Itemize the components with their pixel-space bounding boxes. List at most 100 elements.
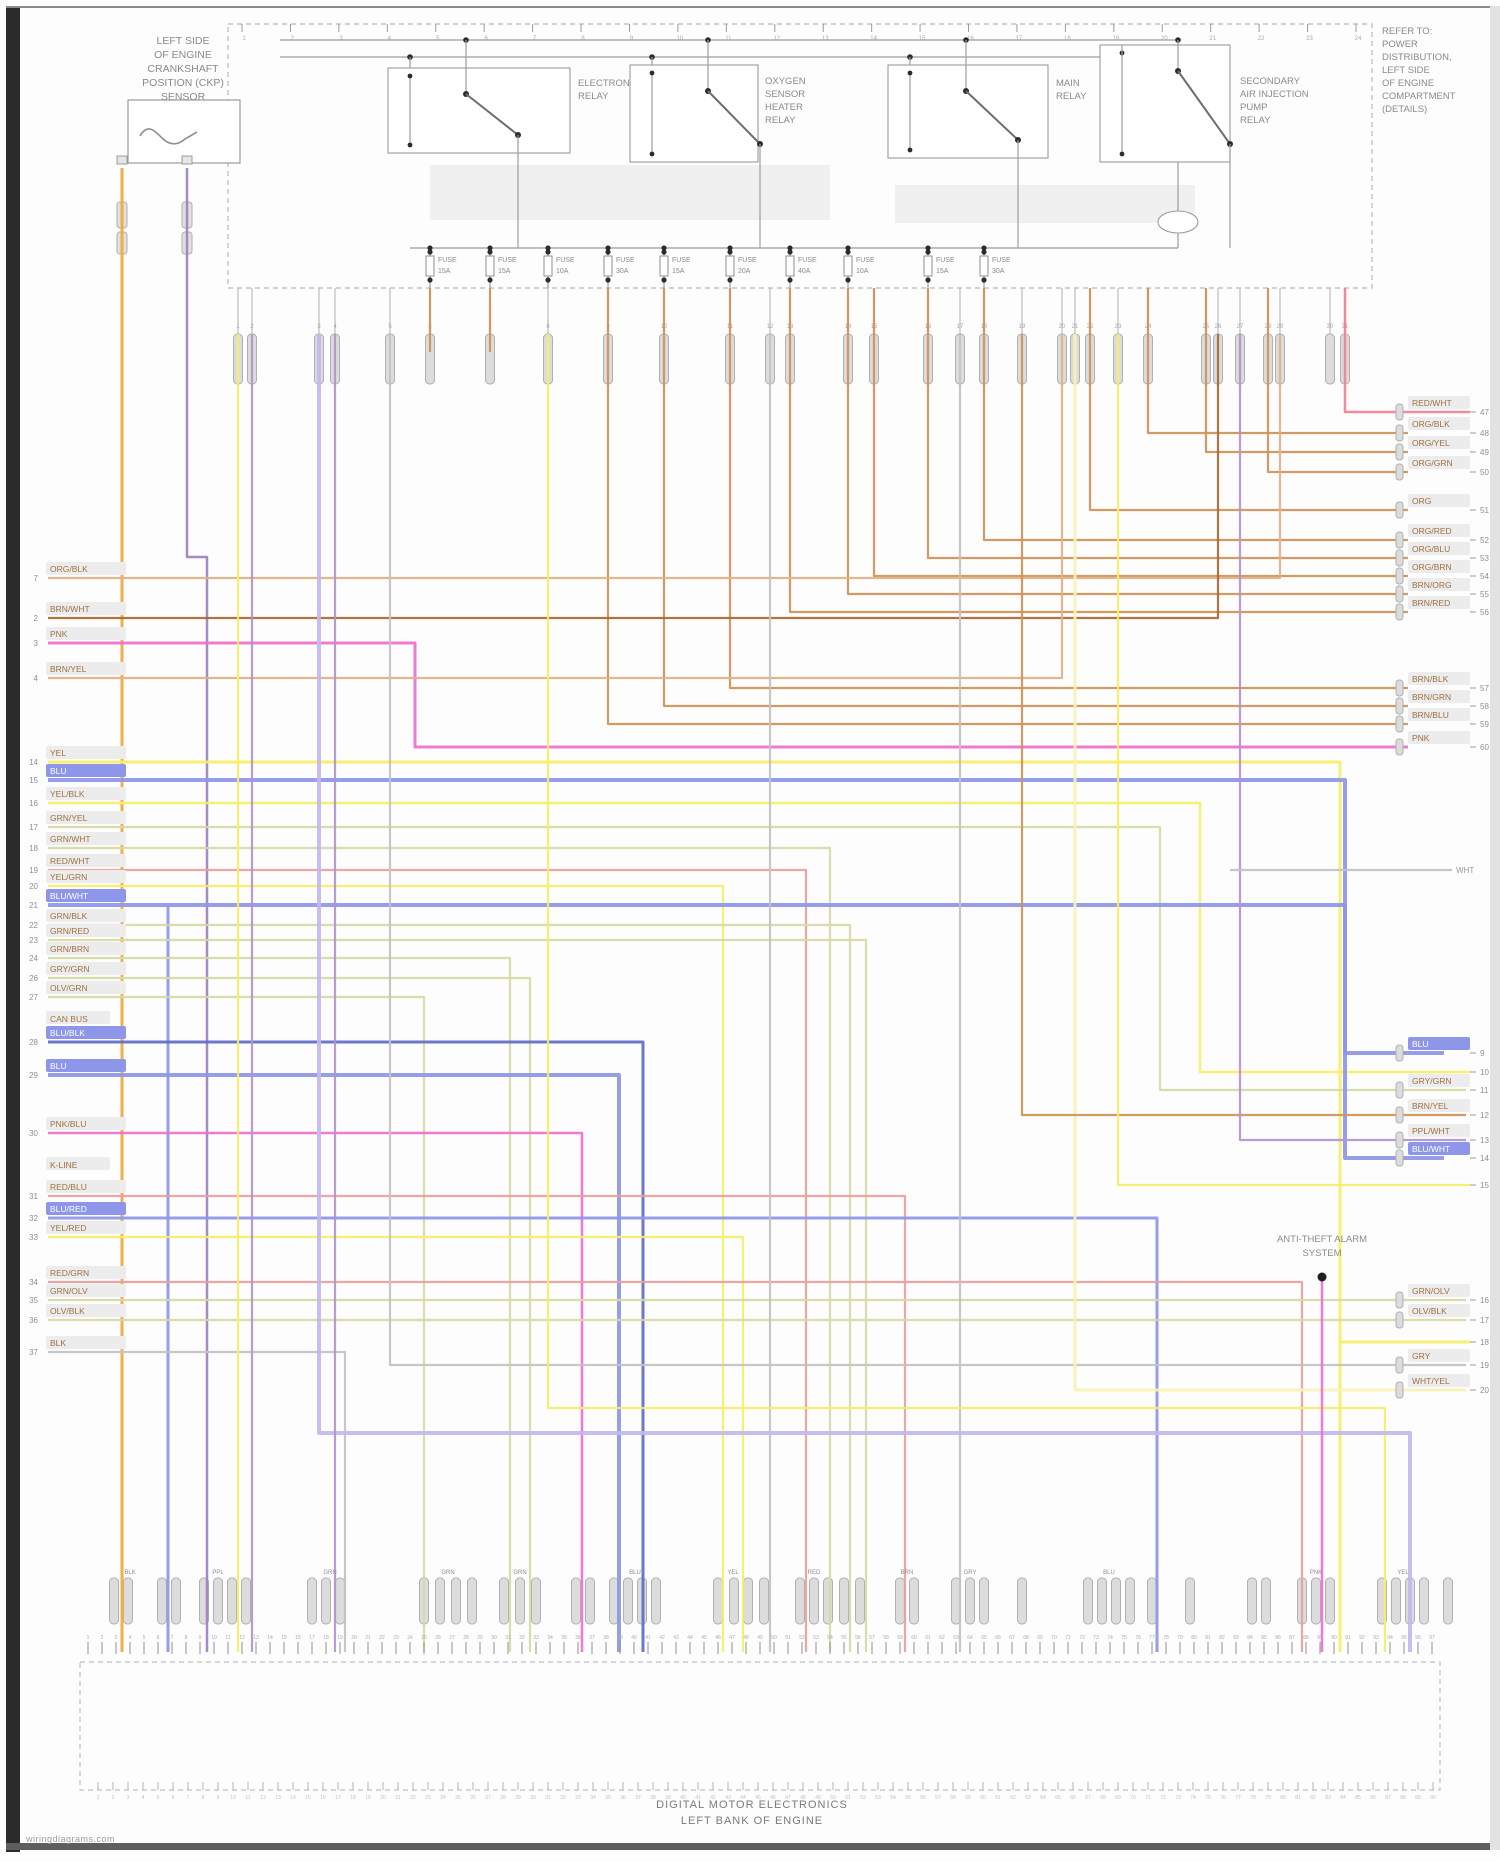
right-pin-number: 58 bbox=[1480, 702, 1489, 711]
junction-dot bbox=[845, 277, 851, 283]
left-pin-number: 18 bbox=[29, 844, 38, 853]
connector-stub bbox=[335, 1577, 345, 1625]
bottom-wire-code: GRN bbox=[441, 1570, 454, 1576]
sensor-symbol bbox=[139, 128, 198, 145]
connector-stub bbox=[729, 1577, 739, 1625]
connector-stub bbox=[571, 1577, 581, 1625]
anti-theft-label: ANTI-THEFT ALARM bbox=[1277, 1234, 1367, 1245]
wire-label-box bbox=[46, 981, 126, 994]
left-pin-number: 34 bbox=[29, 1278, 38, 1287]
ecm-bottom-number: 61 bbox=[995, 1795, 1001, 1801]
left-pin-number: 16 bbox=[29, 799, 38, 808]
wire-olive bbox=[48, 956, 512, 1652]
top-box-pin-number: 19 bbox=[1112, 36, 1119, 42]
wire-label-box bbox=[46, 909, 126, 922]
wire-code-label: ORG/RED bbox=[1412, 526, 1452, 536]
wire-label-box bbox=[1408, 1037, 1470, 1050]
fuse-amp-rating: 10A bbox=[556, 268, 569, 275]
wire-code-label: ORG bbox=[1412, 496, 1431, 506]
right-pin-number: 9 bbox=[1480, 1049, 1485, 1058]
ecm-pin-number: 24 bbox=[407, 1635, 413, 1641]
left-pin-number: 32 bbox=[29, 1214, 38, 1223]
wire-code-label: YEL bbox=[50, 748, 66, 758]
ecm-pin-number: 86 bbox=[1275, 1635, 1281, 1641]
ecm-bottom-number: 12 bbox=[260, 1795, 266, 1801]
wire-label-box bbox=[46, 746, 126, 759]
wire-label-box bbox=[46, 1202, 126, 1215]
wire-label-box bbox=[1408, 417, 1470, 430]
ecm-pin-number: 56 bbox=[855, 1635, 861, 1641]
wire-code-label: PNK bbox=[1412, 733, 1430, 743]
wire-tan bbox=[1146, 288, 1408, 435]
ecm-pin-number: 93 bbox=[1373, 1635, 1379, 1641]
wire-label-box bbox=[1408, 1284, 1470, 1297]
ecm-pin-number: 88 bbox=[1303, 1635, 1309, 1641]
wire-salmon bbox=[48, 868, 808, 1652]
ecm-bottom-number: 25 bbox=[455, 1795, 461, 1801]
ecm-pin-number: 19 bbox=[337, 1635, 343, 1641]
wire-code-label: BRN/BLK bbox=[1412, 674, 1449, 684]
connector-stub bbox=[451, 1577, 461, 1625]
wire-pinkred bbox=[1343, 288, 1470, 414]
ecm-bottom-number: 51 bbox=[845, 1795, 851, 1801]
wire-code-label: BRN/RED bbox=[1412, 598, 1450, 608]
ecm-bottom-number: 4 bbox=[142, 1795, 145, 1801]
ecm-pin-number: 37 bbox=[589, 1635, 595, 1641]
bottom-wire-code: GRN bbox=[323, 1570, 336, 1576]
wire-label-box bbox=[46, 854, 126, 867]
ecm-pin-number: 83 bbox=[1233, 1635, 1239, 1641]
relay-label: RELAY bbox=[1240, 115, 1271, 126]
relay-label: SECONDARY bbox=[1240, 76, 1301, 87]
scan-edge-top bbox=[6, 6, 1494, 8]
wire-code-label: OLV/BLK bbox=[50, 1306, 85, 1316]
ecm-pin-number: 68 bbox=[1023, 1635, 1029, 1641]
wire-code-label: ORG/YEL bbox=[1412, 438, 1450, 448]
fuse-element bbox=[603, 255, 613, 277]
wire-grey bbox=[48, 1350, 347, 1652]
left-pin-number: 20 bbox=[29, 882, 38, 891]
ecm-pin-number: 65 bbox=[981, 1635, 987, 1641]
wire-purple bbox=[185, 168, 209, 1652]
left-pin-number: 7 bbox=[34, 574, 39, 583]
connector-pin-number: 2 bbox=[250, 324, 254, 330]
connector-pin-number: 1 bbox=[236, 324, 240, 330]
wire-olive bbox=[48, 846, 832, 1652]
bottom-wire-code: YEL bbox=[1397, 1570, 1409, 1576]
ecm-pin-number: 9 bbox=[199, 1635, 202, 1641]
relay-box bbox=[629, 64, 759, 163]
ecm-pin-number: 39 bbox=[617, 1635, 623, 1641]
wire-label-box bbox=[46, 1026, 126, 1039]
bottom-wire-code: BLU bbox=[1103, 1570, 1115, 1576]
junction-dot bbox=[981, 277, 987, 283]
connector-stub bbox=[321, 1577, 331, 1625]
wire-code-label: GRN/OLV bbox=[50, 1286, 88, 1296]
wire-code-label: BLK bbox=[50, 1338, 66, 1348]
right-pin-number: 12 bbox=[1480, 1111, 1489, 1120]
ecm-pin-number: 20 bbox=[351, 1635, 357, 1641]
ecm-bottom-number: 78 bbox=[1250, 1795, 1256, 1801]
ecm-pin-number: 89 bbox=[1317, 1635, 1323, 1641]
wire-label-box bbox=[46, 832, 126, 845]
junction-dot bbox=[649, 151, 655, 157]
top-box-pin-number: 8 bbox=[581, 36, 585, 42]
left-pin-number: 4 bbox=[34, 674, 39, 683]
wire-blue bbox=[48, 778, 1444, 1055]
bottom-wire-code: YEL bbox=[727, 1570, 739, 1576]
ecm-bottom-number: 19 bbox=[365, 1795, 371, 1801]
left-pin-number: 30 bbox=[29, 1129, 38, 1138]
wire-code-label: BRN/WHT bbox=[50, 604, 90, 614]
ecm-bottom-number: 22 bbox=[410, 1795, 416, 1801]
ecm-bottom-number: 2 bbox=[112, 1795, 115, 1801]
junction-dot bbox=[661, 245, 667, 251]
ecm-bottom-number: 31 bbox=[545, 1795, 551, 1801]
ecm-bottom-number: 48 bbox=[800, 1795, 806, 1801]
junction-dot bbox=[605, 245, 611, 251]
fuse-amp-rating: 15A bbox=[498, 268, 511, 275]
connector-pin-number: 8 bbox=[546, 324, 550, 330]
ecm-pin-number: 69 bbox=[1037, 1635, 1043, 1641]
ecm-bottom-number: 49 bbox=[815, 1795, 821, 1801]
right-pin-number: 50 bbox=[1480, 468, 1489, 477]
wire-label-box bbox=[46, 870, 126, 883]
right-stub bbox=[1395, 603, 1404, 621]
fuse-amp-rating: 30A bbox=[616, 268, 629, 275]
